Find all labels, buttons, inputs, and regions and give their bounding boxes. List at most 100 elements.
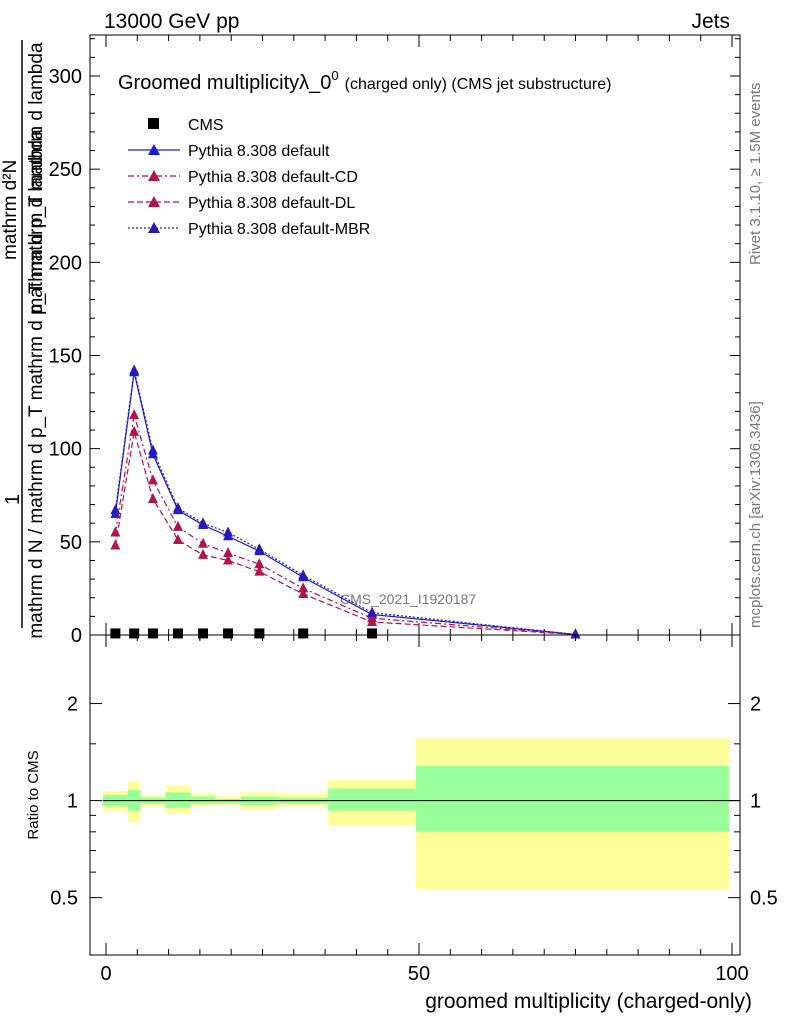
legend-entry: Pythia 8.308 default-MBR: [128, 221, 370, 238]
series-pythia-8-308-default-mbr: [110, 364, 581, 639]
legend-marker: [148, 170, 160, 181]
y-label-numerator: mathrm d²N: [0, 160, 21, 260]
legend-marker: [148, 196, 160, 207]
ratio-band-green: [415, 766, 729, 832]
data-point: [254, 558, 265, 569]
data-point: [147, 444, 158, 455]
data-point: [223, 554, 234, 565]
data-point: [254, 565, 265, 576]
data-point: [129, 364, 140, 375]
rivet-label: Rivet 3.1.10, ≥ 1.5M events: [747, 83, 764, 266]
title-symbol: λ_0: [299, 72, 331, 94]
legend-label: Pythia 8.308 default-DL: [188, 195, 355, 212]
series-line: [114, 431, 576, 636]
header-left: 13000 GeV pp: [104, 10, 239, 33]
legend-marker: [148, 118, 159, 129]
legend-marker: [148, 144, 160, 155]
x-tick-label: 0: [100, 963, 111, 985]
title-suffix: (charged only) (CMS jet substructure): [345, 76, 612, 93]
data-point: [570, 628, 581, 639]
data-point: [198, 517, 209, 528]
ratio-bands: [102, 738, 740, 890]
data-point: [110, 526, 121, 537]
ratio-y-tick-label-right: 2: [750, 694, 761, 716]
ratio-plot-panel: 0.5 0.5 1 1 2 2 0 50 100: [50, 634, 778, 985]
legend-marker: [148, 222, 160, 233]
header-right: Jets: [691, 10, 730, 33]
data-point: [172, 520, 183, 531]
data-point: [298, 628, 309, 639]
legend-label: CMS: [188, 117, 224, 134]
legend-label: Pythia 8.308 default: [188, 143, 330, 160]
data-point: [298, 588, 309, 599]
ratio-y-tick-label-right: 0.5: [750, 888, 778, 910]
ratio-band-green: [215, 799, 241, 804]
ratio-y-label: Ratio to CMS: [25, 750, 42, 839]
data-point: [254, 628, 265, 639]
data-point: [198, 628, 209, 639]
series-line: [114, 370, 576, 636]
data-point: [223, 526, 234, 537]
data-point: [298, 569, 309, 580]
y-tick-label: 50: [60, 532, 82, 554]
x-tick-label: 100: [715, 963, 748, 985]
series-pythia-8-308-default-dl: [110, 425, 581, 639]
ratio-y-tick-label: 2: [67, 694, 78, 716]
data-point: [172, 502, 183, 513]
ratio-y-axis: 0.5 0.5 1 1 2 2: [50, 694, 778, 910]
legend-entry: Pythia 8.308 default: [128, 143, 330, 160]
data-point: [172, 533, 183, 544]
y-tick-label: 200: [49, 252, 82, 274]
data-point: [367, 628, 378, 639]
ratio-y-tick-label: 0.5: [50, 888, 78, 910]
ratio-x-axis: 0 50 100: [100, 635, 749, 985]
series-line: [114, 372, 576, 636]
data-point: [198, 537, 209, 548]
data-point: [129, 409, 140, 420]
plot-title: Groomed multiplicityλ_00 (charged only) (…: [118, 68, 611, 94]
data-point: [110, 504, 121, 515]
data-point: [223, 628, 234, 639]
data-point: [172, 628, 183, 639]
data-point: [129, 425, 140, 436]
data-point: [198, 548, 209, 559]
mcplots-label: mcplots.cern.ch [arXiv:1306.3436]: [747, 401, 764, 628]
x-tick-label: 50: [408, 963, 430, 985]
y-tick-label: 250: [49, 159, 82, 181]
data-point: [367, 606, 378, 617]
y-tick-label: 100: [49, 439, 82, 461]
legend: CMS Pythia 8.308 default Pythia 8.308 defa…: [128, 117, 370, 238]
ratio-plot-frame: [89, 634, 741, 956]
y-label-one: 1: [2, 494, 24, 505]
data-point: [254, 543, 265, 554]
data-point: [110, 539, 121, 550]
series-line: [114, 414, 576, 636]
ratio-y-tick-label: 1: [67, 791, 78, 813]
legend-label: Pythia 8.308 default-CD: [188, 169, 358, 186]
legend-entry: Pythia 8.308 default-DL: [128, 195, 355, 212]
watermark: CMS_2021_I1920187: [340, 591, 476, 607]
data-point: [129, 628, 140, 639]
ratio-band-green: [328, 788, 416, 811]
legend-label: Pythia 8.308 default-MBR: [188, 221, 370, 238]
main-series-group: [110, 364, 581, 639]
data-point: [147, 492, 158, 503]
y-label-denominator: mathrm d p_T mathrm d lambda: [26, 42, 47, 313]
data-point: [147, 474, 158, 485]
svg-text:Groomed multiplicityλ_00(charg: Groomed multiplicityλ_00 (charged only) (…: [118, 68, 611, 94]
data-point: [147, 628, 158, 639]
legend-entry: CMS: [148, 117, 224, 134]
title-text: Groomed multiplicity: [118, 72, 299, 94]
y-tick-label: 300: [49, 66, 82, 88]
y-label-bottom: mathrm d N / mathrm d p_T mathrm d p_T m…: [26, 129, 47, 639]
main-y-axis: 0 50 100 150 200 250 300: [49, 38, 740, 647]
main-y-label: 1 mathrm d N / mathrm d p_T mathrm d p_T…: [0, 40, 47, 639]
main-plot-panel: 0 50 100 150 200 250 300 Groomed multiplicityλ…: [49, 34, 741, 647]
data-point: [110, 628, 121, 639]
legend-entry: Pythia 8.308 default-CD: [128, 169, 358, 186]
title-sup: 0: [331, 68, 338, 83]
data-point: [298, 582, 309, 593]
ratio-band-green: [190, 796, 216, 804]
series-cms: [110, 628, 378, 639]
